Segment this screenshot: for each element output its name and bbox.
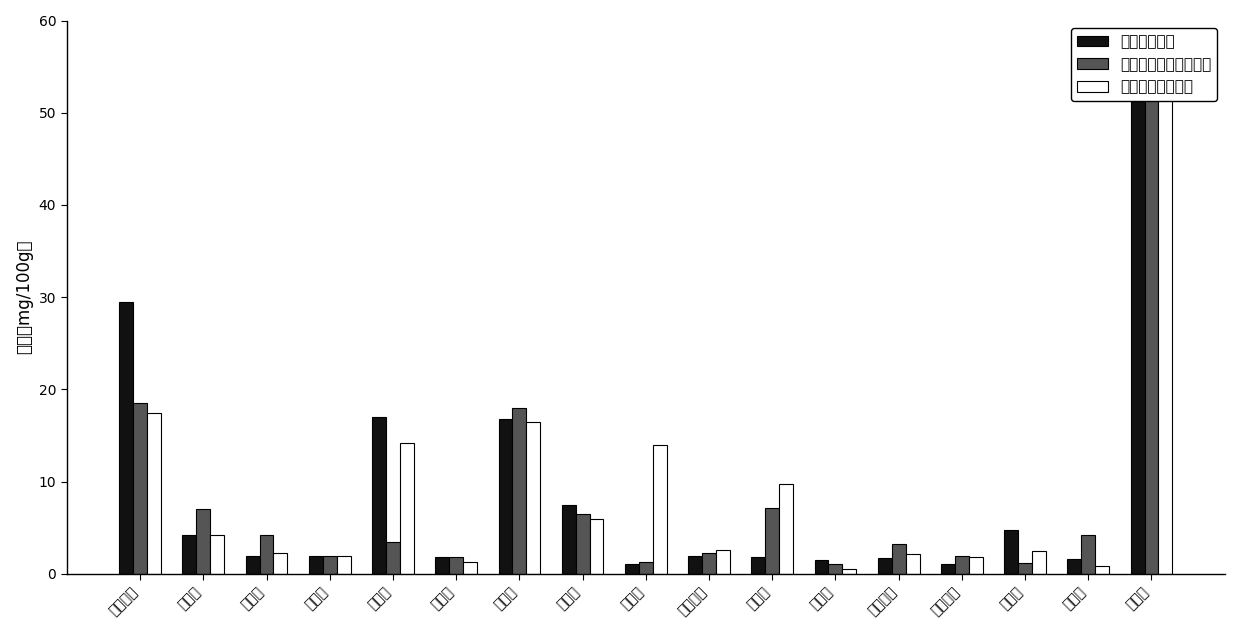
Bar xyxy=(1068,559,1081,574)
Bar xyxy=(715,550,730,574)
Bar xyxy=(401,443,414,574)
Bar xyxy=(765,508,779,574)
Bar xyxy=(779,484,794,574)
Bar xyxy=(196,510,211,574)
Bar xyxy=(968,558,983,574)
Bar xyxy=(702,553,715,574)
Bar xyxy=(211,536,224,574)
Bar xyxy=(639,562,652,574)
Bar xyxy=(309,556,322,574)
Bar xyxy=(751,558,765,574)
Bar xyxy=(878,558,892,574)
Bar xyxy=(688,556,702,574)
Bar xyxy=(1004,530,1018,574)
Bar xyxy=(1158,94,1172,574)
Bar xyxy=(1081,536,1095,574)
Bar xyxy=(1095,566,1109,574)
Bar xyxy=(1145,90,1158,574)
Bar xyxy=(246,556,259,574)
Bar xyxy=(892,544,905,574)
Bar xyxy=(274,553,288,574)
Bar xyxy=(842,569,857,574)
Bar xyxy=(498,419,512,574)
Bar xyxy=(1032,551,1045,574)
Bar xyxy=(119,302,133,574)
Bar xyxy=(1018,563,1032,574)
Bar xyxy=(905,554,920,574)
Bar xyxy=(575,514,589,574)
Bar xyxy=(148,413,161,574)
Bar xyxy=(133,403,148,574)
Bar xyxy=(322,556,337,574)
Y-axis label: 含量（mg/100g）: 含量（mg/100g） xyxy=(15,240,33,354)
Bar xyxy=(337,556,351,574)
Bar xyxy=(182,536,196,574)
Bar xyxy=(526,422,541,574)
Legend: 市售酵母面包, 自然发酵天然酵母面包, 复配天然酵母面包: 市售酵母面包, 自然发酵天然酵母面包, 复配天然酵母面包 xyxy=(1071,28,1218,101)
Bar xyxy=(386,542,401,574)
Bar xyxy=(652,445,667,574)
Bar xyxy=(463,562,477,574)
Bar xyxy=(589,518,604,574)
Bar xyxy=(815,560,828,574)
Bar xyxy=(562,505,575,574)
Bar xyxy=(941,564,955,574)
Bar xyxy=(955,556,968,574)
Bar xyxy=(1131,76,1145,574)
Bar xyxy=(449,558,463,574)
Bar xyxy=(435,558,449,574)
Bar xyxy=(372,417,386,574)
Bar xyxy=(259,536,274,574)
Bar xyxy=(828,564,842,574)
Bar xyxy=(625,564,639,574)
Bar xyxy=(512,408,526,574)
